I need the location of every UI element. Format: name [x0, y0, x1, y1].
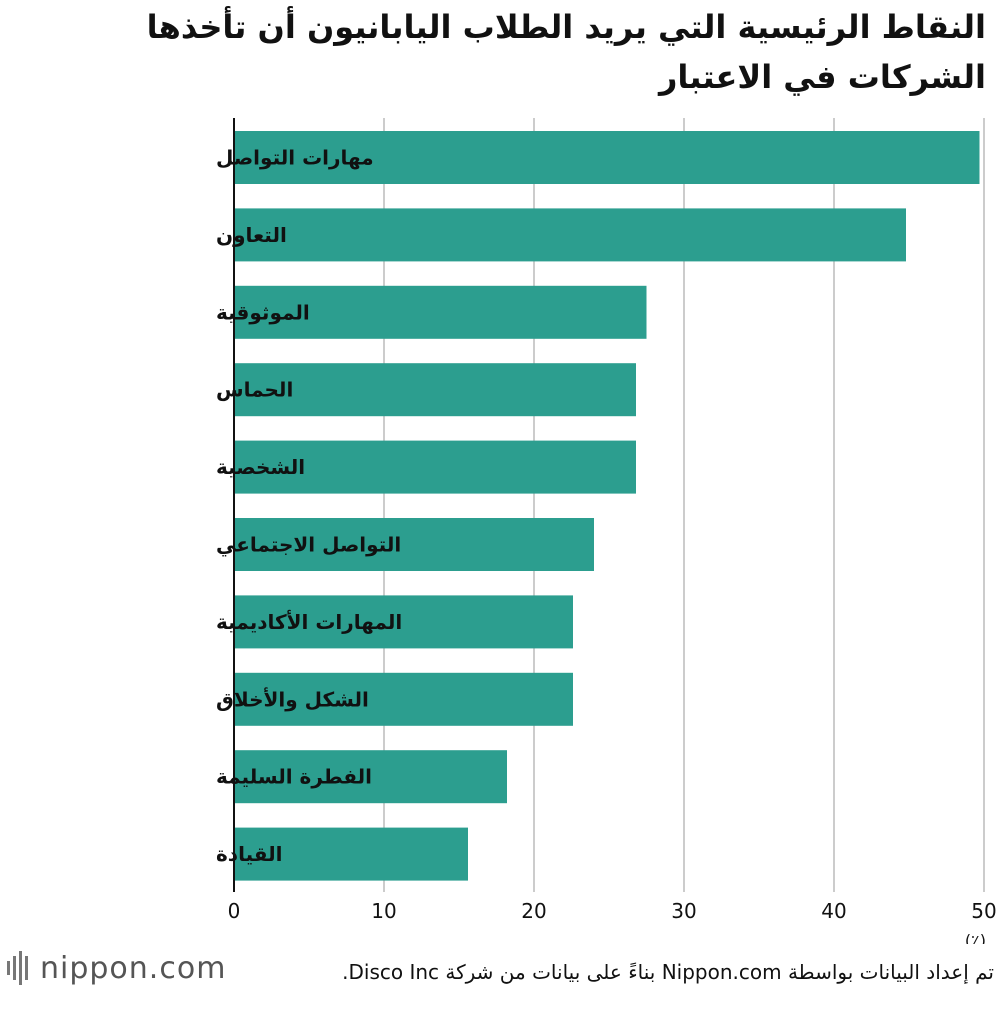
category-label-0: مهارات التواصل: [216, 146, 374, 170]
bar-3: [234, 363, 636, 417]
tick-label-10: 10: [371, 899, 396, 923]
bar-6: [234, 595, 573, 649]
category-label-6: المهارات الأكاديمية: [216, 609, 402, 634]
logo: nippon.com: [6, 948, 226, 988]
bar-chart: مهارات التواصل التعاون الموثوقية الحماس الشخ…: [216, 118, 997, 944]
bar-8: [234, 750, 507, 804]
source-note: تم إعداد البيانات بواسطة Nippon.com بناء…: [342, 960, 994, 984]
tick-label-20: 20: [521, 899, 546, 923]
bar-5: [234, 518, 594, 571]
footer: nippon.com تم إعداد البيانات بواسطة Nipp…: [0, 944, 1000, 1004]
tick-label-40: 40: [821, 899, 846, 923]
category-labels: مهارات التواصل التعاون الموثوقية الحماس الشخ…: [216, 146, 402, 867]
category-label-9: القيادة: [216, 842, 283, 866]
unit-label: (٪): [965, 931, 986, 944]
category-label-4: الشخصية: [216, 455, 305, 479]
tick-label-50: 50: [971, 899, 996, 923]
bar-7: [234, 672, 573, 726]
bar-2: [234, 285, 647, 339]
bar-1: [234, 208, 906, 262]
chart-title: النقاط الرئيسية التي يريد الطلاب اليابان…: [146, 8, 986, 96]
category-label-5: التواصل الاجتماعي: [216, 533, 401, 558]
category-label-7: الشكل والأخلاق: [216, 686, 369, 711]
category-label-2: الموثوقية: [216, 300, 310, 324]
category-label-8: الفطرة السليمة: [216, 765, 372, 789]
bars: [234, 131, 980, 881]
tick-label-0: 0: [228, 899, 241, 923]
category-label-3: الحماس: [216, 378, 293, 402]
bar-9: [234, 827, 468, 881]
bar-0: [234, 131, 980, 184]
tick-labels: 0 10 20 30 40 50: [228, 899, 997, 923]
category-label-1: التعاون: [216, 223, 287, 247]
logo-text: nippon.com: [40, 950, 227, 986]
nippon-logo-icon: [7, 951, 28, 985]
tick-label-30: 30: [671, 899, 696, 923]
bar-4: [234, 440, 636, 494]
